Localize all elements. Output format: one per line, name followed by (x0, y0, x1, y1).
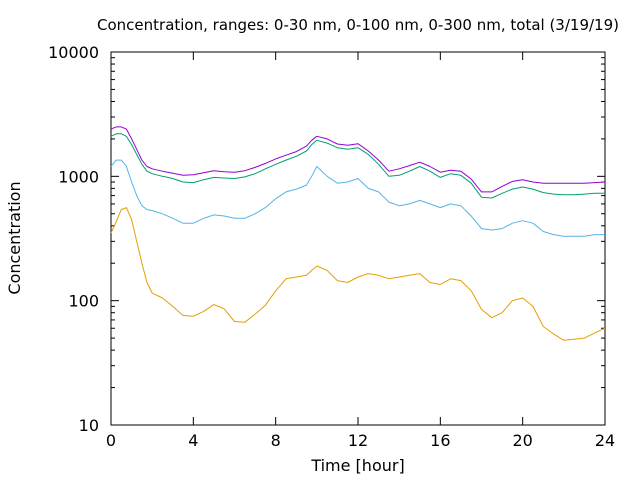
series-line-3 (110, 133, 605, 199)
series-line-1 (110, 207, 606, 341)
y-tick-label: 10000 (48, 43, 99, 62)
x-tick-label: 24 (595, 431, 615, 450)
series-lines (110, 126, 606, 341)
plot-frame (110, 51, 606, 426)
x-axis-title: Time [hour] (310, 456, 404, 475)
chart-title: Concentration, ranges: 0-30 nm, 0-100 nm… (97, 16, 619, 34)
y-tick-label: 1000 (58, 167, 99, 186)
x-tick-label: 4 (188, 431, 198, 450)
series-line-2 (110, 159, 605, 237)
y-tick-label: 100 (68, 292, 99, 311)
x-axis: 0 4 8 12 16 20 24 (106, 52, 615, 450)
y-axis-title: Concentration (5, 181, 24, 294)
x-tick-label: 12 (348, 431, 368, 450)
x-tick-label: 20 (512, 431, 532, 450)
y-axis: 10 100 1000 10000 (48, 43, 605, 435)
y-tick-label: 10 (79, 416, 99, 435)
x-tick-label: 0 (106, 431, 116, 450)
x-tick-label: 8 (271, 431, 281, 450)
x-tick-label: 16 (430, 431, 450, 450)
series-line-4 (110, 126, 606, 193)
